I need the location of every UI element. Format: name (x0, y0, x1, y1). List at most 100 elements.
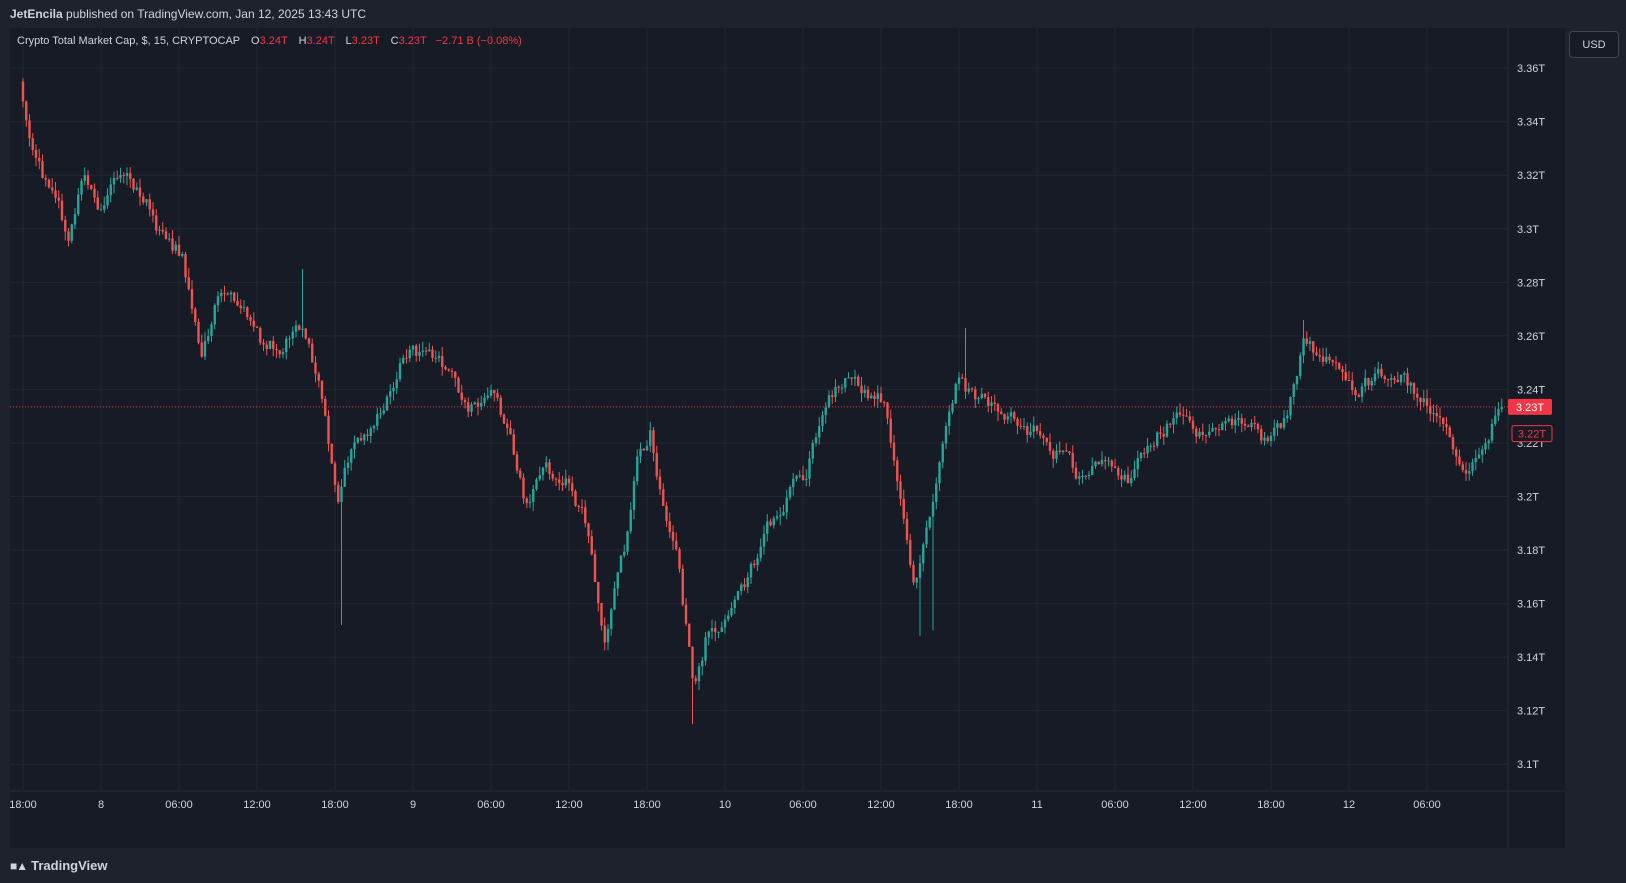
candle-body (1360, 386, 1364, 397)
candle-body (1013, 412, 1016, 419)
candle-body (733, 599, 736, 608)
candle-body (1490, 423, 1494, 441)
low-value: 3.23T (351, 35, 380, 47)
candle-body (1448, 427, 1451, 438)
candle-body (1230, 418, 1234, 426)
candle-body (106, 195, 109, 206)
candle-body (1152, 445, 1156, 447)
candle-body (590, 536, 593, 555)
candle-body (688, 623, 691, 647)
y-tick-label: 3.28T (1517, 277, 1545, 289)
candle-body (1432, 413, 1435, 415)
candle-body (1481, 449, 1484, 455)
candle-body (233, 292, 236, 301)
x-tick-label: 12:00 (1179, 799, 1207, 811)
y-tick-label: 3.24T (1517, 384, 1545, 396)
candle-body (83, 175, 86, 181)
candle-body (1045, 437, 1048, 443)
candle-body (125, 173, 129, 176)
candle-body (411, 345, 415, 350)
candle-body (912, 564, 915, 583)
candle-body (1175, 412, 1178, 419)
x-tick-label: 18:00 (9, 799, 37, 811)
candle-body (889, 418, 892, 443)
candle-body (944, 426, 948, 444)
candle-body (34, 149, 38, 158)
candle-body (278, 350, 281, 355)
x-tick-label: 10 (719, 799, 731, 811)
candle-body (597, 581, 600, 604)
candle-body (1188, 416, 1191, 421)
candle-body (1165, 423, 1169, 437)
candle-body (138, 187, 142, 197)
candle-body (1123, 474, 1126, 480)
candle-body (1126, 474, 1130, 484)
candle-body (863, 389, 866, 394)
candle-body (1370, 380, 1373, 386)
candle-body (509, 427, 512, 435)
candle-body (538, 475, 541, 480)
x-tick-label: 06:00 (1101, 799, 1129, 811)
x-tick-label: 18:00 (321, 799, 349, 811)
candle-body (619, 555, 623, 573)
candle-body (808, 458, 811, 479)
candle-body (372, 425, 376, 429)
candle-body (714, 628, 717, 633)
candle-body (1282, 418, 1286, 428)
candle-body (1396, 379, 1399, 383)
candle-body (834, 386, 837, 397)
candle-body (1130, 478, 1133, 484)
candle-body (746, 577, 749, 588)
candle-body (684, 604, 688, 624)
publisher-name[interactable]: JetEncila (10, 7, 63, 21)
candle-body (197, 321, 200, 343)
candle-body (980, 393, 983, 399)
candle-body (837, 386, 840, 388)
candle-body (649, 430, 652, 446)
candle-body (1052, 450, 1055, 459)
candle-body (1445, 423, 1448, 428)
candle-body (642, 448, 645, 451)
candle-body (707, 631, 710, 638)
candle-body (522, 477, 525, 499)
candle-body (593, 554, 597, 582)
candle-body (879, 393, 883, 403)
chart-legend[interactable]: Crypto Total Market Cap, $, 15, CRYPTOCA… (17, 35, 522, 47)
candle-body (203, 341, 207, 357)
candle-body (632, 481, 636, 510)
x-tick-label: 12 (1343, 799, 1355, 811)
candle-body (662, 489, 665, 506)
candle-body (132, 178, 135, 190)
candle-body (1451, 437, 1455, 450)
candle-body (405, 357, 408, 359)
candle-body (1087, 474, 1091, 477)
candle-body (174, 244, 177, 251)
candle-body (408, 349, 411, 359)
secondary-price-label: 3.22T (1518, 429, 1546, 441)
candle-body (86, 175, 90, 186)
candle-body (1477, 454, 1481, 459)
currency-button[interactable]: USD (1569, 31, 1619, 58)
candle-body (850, 377, 853, 379)
candle-body (90, 185, 93, 189)
chart-area[interactable] (10, 28, 1565, 848)
x-tick-label: 12:00 (867, 799, 895, 811)
symbol-title[interactable]: Crypto Total Market Cap, $, 15, CRYPTOCA… (17, 35, 240, 47)
candle-body (1019, 425, 1022, 427)
candle-body (116, 177, 119, 179)
secondary-price-tag (1511, 425, 1553, 443)
candle-body (993, 402, 996, 404)
candle-body (626, 531, 629, 552)
candle-body (1100, 459, 1104, 465)
candle-body (441, 356, 444, 367)
candle-body (1328, 356, 1331, 361)
candle-body (762, 533, 766, 547)
tradingview-logo[interactable]: ■▲ TradingView (10, 858, 107, 873)
candle-body (473, 402, 476, 405)
candle-body (1068, 451, 1071, 454)
y-tick-label: 3.36T (1517, 63, 1545, 75)
candle-body (1341, 368, 1344, 373)
x-tick-label: 18:00 (1257, 799, 1285, 811)
candle-body (775, 516, 779, 519)
